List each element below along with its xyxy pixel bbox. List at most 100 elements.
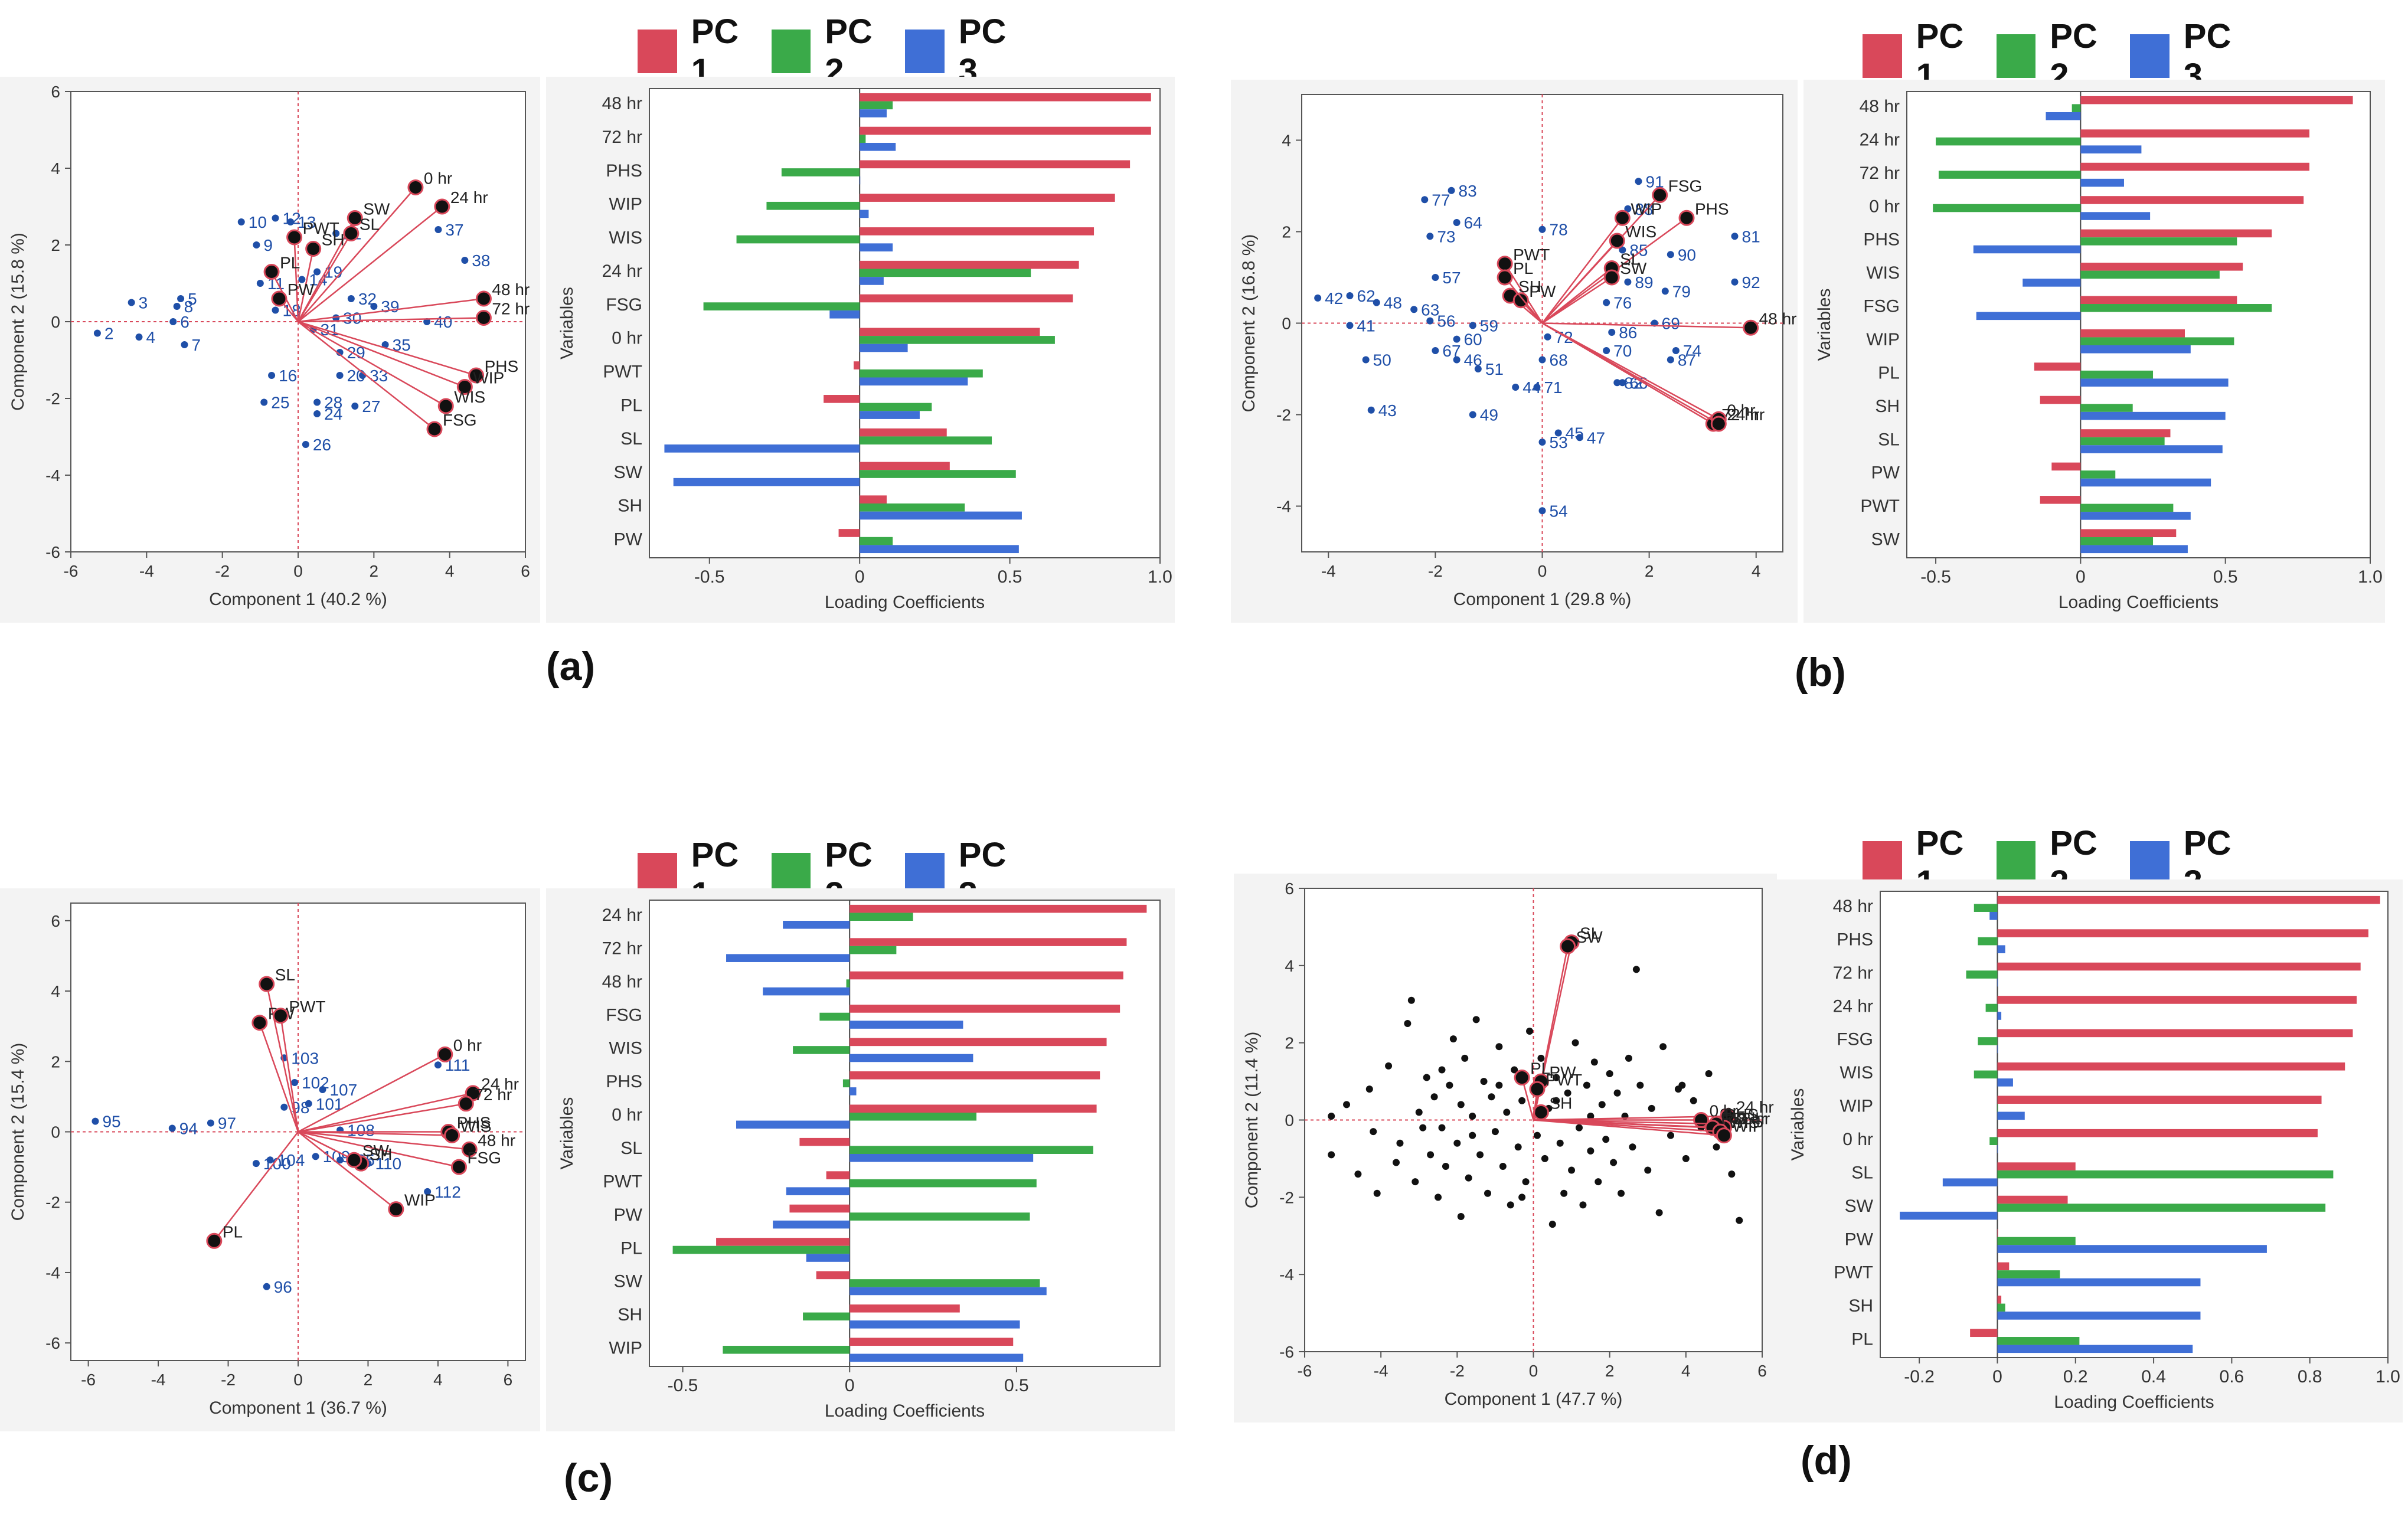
- score-point-label: 38: [472, 251, 490, 270]
- loading-vector-label: 48 hr: [492, 280, 530, 299]
- score-point-label: 64: [1464, 214, 1482, 232]
- category-label: WIS: [1840, 1063, 1873, 1083]
- loading-bar: [1936, 137, 2081, 146]
- x-tick-label: 2: [370, 562, 379, 580]
- loading-vector-label: 72 hr: [1732, 1110, 1770, 1128]
- y-tick-label: -6: [45, 1334, 60, 1352]
- loading-bar: [783, 920, 850, 929]
- score-point: [336, 349, 344, 356]
- score-point-label: 2: [104, 325, 114, 343]
- score-point: [1667, 356, 1674, 364]
- legend-item-pc3: PC 3: [2130, 823, 2243, 902]
- score-point: [1328, 1151, 1335, 1159]
- score-point-label: 8: [184, 297, 194, 316]
- loading-vector-tip: [1609, 233, 1625, 249]
- x-axis-label: Loading Coefficients: [2054, 1392, 2214, 1412]
- loading-vector-tip: [1560, 938, 1576, 954]
- loading-bar: [850, 913, 913, 921]
- loading-bar: [842, 1079, 850, 1088]
- x-tick-label: 0.6: [2220, 1367, 2244, 1387]
- y-tick-label: -4: [1279, 1266, 1294, 1284]
- score-point: [1396, 1139, 1404, 1147]
- score-point: [1449, 1035, 1457, 1043]
- loading-vector: [298, 297, 484, 323]
- score-point: [1672, 347, 1680, 354]
- y-tick-label: 0: [51, 1123, 60, 1142]
- loading-vector-label: 24 hr: [450, 188, 488, 207]
- legend-swatch-pc3: [905, 30, 945, 73]
- score-point: [272, 214, 279, 222]
- loading-vector-tip: [434, 198, 450, 215]
- score-point-label: 103: [291, 1049, 319, 1067]
- caption-b: (b): [1795, 650, 1846, 695]
- loading-vector-label: 24 hr: [1736, 1098, 1774, 1116]
- y-tick-label: -4: [45, 466, 60, 485]
- loading-bar: [860, 411, 920, 419]
- x-tick-label: 4: [1681, 1362, 1691, 1380]
- loading-bar: [1970, 1329, 1998, 1338]
- score-point: [1476, 1151, 1484, 1159]
- loading-vector-label: SH: [322, 231, 345, 249]
- score-point: [1419, 1124, 1427, 1132]
- x-tick-label: -0.5: [1920, 567, 1951, 587]
- score-point: [1608, 329, 1616, 336]
- loading-vector-tip: [407, 179, 424, 195]
- score-point: [1619, 379, 1626, 387]
- score-point: [312, 1153, 319, 1160]
- legend-swatch-pc1: [1863, 34, 1902, 78]
- loading-bar: [816, 1271, 850, 1280]
- loading-bar: [1997, 1096, 2322, 1104]
- loading-bar: [860, 428, 947, 437]
- loading-vector-label: 48 hr: [478, 1131, 515, 1149]
- loading-vector-tip: [272, 1008, 289, 1024]
- loading-bar: [860, 545, 1019, 554]
- x-tick-label: -2: [221, 1371, 236, 1389]
- loading-vector-label: SL: [360, 215, 380, 234]
- score-point-label: 53: [1550, 433, 1568, 452]
- score-point: [1503, 1108, 1511, 1116]
- score-point: [1346, 322, 1354, 329]
- loading-bar: [860, 210, 869, 218]
- loading-bar: [1976, 312, 2081, 321]
- score-point-label: 87: [1678, 351, 1696, 369]
- category-label: SW: [1845, 1196, 1874, 1216]
- score-point: [1554, 429, 1562, 437]
- legend-item-pc3: PC 3: [905, 12, 1018, 91]
- loading-bar: [1997, 1337, 2080, 1345]
- loading-bar: [860, 135, 866, 143]
- category-label: WIS: [609, 228, 642, 247]
- loading-vector: [1533, 1119, 1724, 1136]
- loading-bar: [860, 495, 887, 504]
- loading-bar: [850, 1146, 1093, 1154]
- loading-bar: [2080, 196, 2304, 204]
- score-point: [237, 218, 245, 225]
- loading-vector: [1541, 322, 1719, 425]
- y-tick-label: -4: [1276, 498, 1291, 516]
- score-point: [381, 341, 389, 348]
- x-tick-label: 0: [2076, 567, 2086, 587]
- x-tick-label: 0: [855, 567, 865, 587]
- plot-frame: [649, 900, 1161, 1367]
- y-axis-label: Component 2 (16.8 %): [1239, 234, 1259, 413]
- loading-vector-label: SH: [1549, 1094, 1572, 1112]
- x-tick-label: 0: [1529, 1362, 1538, 1380]
- loading-bar: [1997, 1062, 2345, 1071]
- loading-vector: [1541, 276, 1612, 324]
- loading-vector-label: SW: [362, 1142, 390, 1160]
- loading-bar: [2080, 404, 2133, 412]
- loading-vector: [298, 187, 416, 322]
- loading-bar: [850, 1087, 857, 1096]
- loading-bar: [1997, 1195, 2068, 1204]
- loading-vector-label: PHS: [457, 1114, 491, 1132]
- loading-vector: [298, 321, 465, 388]
- score-point-label: 39: [381, 297, 399, 316]
- loading-bar: [1966, 970, 1998, 979]
- score-point: [423, 318, 431, 325]
- loading-bar: [2080, 370, 2154, 379]
- loading-vector: [266, 983, 299, 1132]
- score-point: [1314, 294, 1322, 302]
- loading-vector-tip: [475, 310, 492, 326]
- loading-bar: [860, 511, 1022, 520]
- loading-bar: [860, 269, 1031, 277]
